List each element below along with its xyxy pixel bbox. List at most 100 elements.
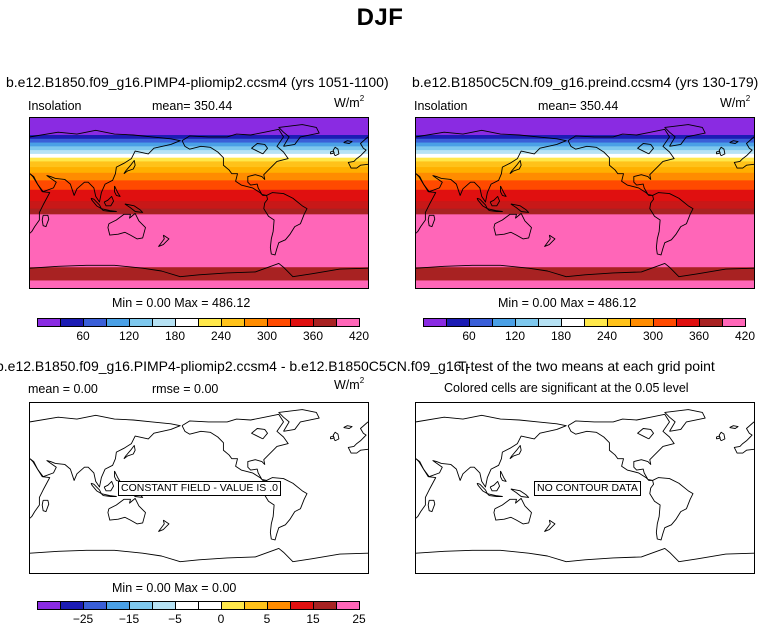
lat-band-2 [30, 138, 368, 144]
panel-4-title: T-test of the two means at each grid poi… [458, 358, 715, 374]
coastline-16 [329, 435, 335, 440]
colorbar-swatch [722, 318, 746, 327]
coastline-9 [493, 497, 532, 525]
lat-band-12 [416, 189, 754, 202]
coastline-3 [123, 445, 136, 460]
coastline-18 [343, 425, 353, 429]
coastline-13 [278, 409, 320, 432]
coastline-16 [329, 150, 335, 155]
colorbar-tick-label: 25 [352, 612, 366, 626]
coastline-1 [416, 173, 437, 234]
lat-band-1 [416, 135, 754, 140]
panel-2-colorbar: 60 120 180 240 300 360 420 [423, 318, 755, 348]
colorbar-swatch [244, 318, 268, 327]
panel-3-coastlines [30, 409, 368, 563]
colorbar-swatch [561, 318, 585, 327]
panel-2-insolation-bands [416, 118, 754, 288]
colorbar-swatch [469, 318, 493, 327]
colorbar-swatch [129, 601, 153, 610]
lat-band-14 [416, 208, 754, 215]
coastline-17 [347, 136, 368, 169]
lat-band-8 [416, 161, 754, 168]
colorbar-swatch [152, 601, 176, 610]
panel-3-mean: mean = 0.00 [28, 382, 98, 396]
colorbar-tick-label: 15 [306, 612, 320, 626]
coastline-15 [332, 431, 340, 442]
coastline-10 [158, 519, 170, 532]
lat-band-17 [30, 267, 368, 281]
panel-3-map: CONSTANT FIELD - VALUE IS .0 [29, 402, 369, 574]
coastline-18 [729, 425, 739, 429]
colorbar-tick-label: 5 [263, 612, 271, 626]
coastline-0 [30, 414, 181, 488]
colorbar-tick-label: 420 [734, 329, 756, 343]
panel-1-map [29, 117, 369, 289]
lat-band-12 [30, 189, 368, 202]
colorbar-swatch [584, 318, 608, 327]
colorbar-swatch [37, 601, 61, 610]
lat-band-0 [30, 118, 368, 136]
coastline-14 [649, 477, 694, 541]
coastline-9 [493, 212, 532, 240]
coastline-2 [41, 214, 50, 228]
lat-band-4 [416, 146, 754, 151]
panel-1-coastlines [30, 124, 368, 278]
lat-band-17 [416, 267, 754, 281]
colorbar-swatch [106, 601, 130, 610]
coastline-5 [103, 480, 115, 492]
colorbar-swatch [37, 318, 61, 327]
colorbar-swatch [221, 318, 245, 327]
lat-band-18 [416, 280, 754, 288]
coastline-12 [637, 143, 654, 155]
coastline-14 [649, 192, 694, 256]
lat-band-10 [416, 172, 754, 181]
lat-band-5 [30, 150, 368, 155]
coastline-11 [181, 128, 289, 196]
panel-4-map: NO CONTOUR DATA [415, 402, 755, 574]
lat-band-15 [30, 214, 368, 247]
coastline-17 [347, 421, 368, 454]
coastline-6 [101, 493, 117, 497]
colorbar-tick-label: 360 [688, 329, 710, 343]
coastline-0 [416, 414, 567, 488]
coastline-0 [30, 129, 181, 203]
coastline-9 [107, 212, 146, 240]
colorbar-swatch [607, 318, 631, 327]
panel-2-units: W/m2 [720, 94, 751, 110]
colorbar-swatch [83, 318, 107, 327]
panel-3-minmax: Min = 0.00 Max = 0.00 [112, 581, 237, 595]
panel-1-colorbar: 60 120 180 240 300 360 420 [37, 318, 369, 348]
coastline-2 [41, 499, 50, 513]
colorbar-tick-label: −15 [118, 612, 140, 626]
lat-band-8 [30, 161, 368, 168]
lat-band-15 [416, 214, 754, 247]
coastline-4 [90, 482, 102, 495]
colorbar-tick-label: 120 [504, 329, 526, 343]
colorbar-tick-label: 60 [76, 329, 90, 343]
coastline-5 [103, 195, 115, 207]
lat-band-3 [416, 142, 754, 147]
coastline-7 [510, 488, 530, 498]
coastline-10 [158, 234, 170, 247]
colorbar-tick-label: 420 [348, 329, 370, 343]
coastline-6 [487, 493, 503, 497]
lat-band-11 [30, 180, 368, 191]
lat-band-13 [30, 201, 368, 210]
coastline-16 [715, 150, 721, 155]
coastline-5 [489, 480, 501, 492]
coastline-1 [30, 173, 51, 234]
colorbar-swatch [336, 318, 360, 327]
colorbar-tick-label: 60 [462, 329, 476, 343]
lat-band-18 [30, 280, 368, 288]
coastline-0 [416, 129, 567, 203]
coastline-5 [489, 195, 501, 207]
coastline-18 [729, 140, 739, 144]
panel-2-minmax: Min = 0.00 Max = 486.12 [498, 296, 637, 310]
lat-band-7 [30, 157, 368, 162]
panel-3-units: W/m2 [334, 376, 365, 392]
lat-band-14 [30, 208, 368, 215]
lat-band-1 [30, 135, 368, 140]
colorbar-swatch [492, 318, 516, 327]
colorbar-swatch [290, 318, 314, 327]
lat-band-16 [416, 246, 754, 268]
